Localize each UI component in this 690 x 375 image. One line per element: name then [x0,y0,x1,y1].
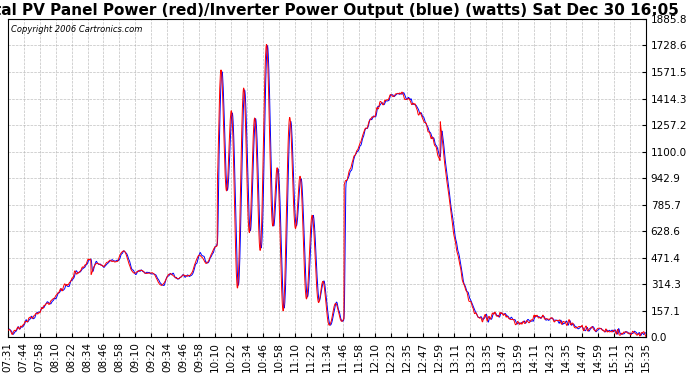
Title: Total PV Panel Power (red)/Inverter Power Output (blue) (watts) Sat Dec 30 16:05: Total PV Panel Power (red)/Inverter Powe… [0,3,679,18]
Text: Copyright 2006 Cartronics.com: Copyright 2006 Cartronics.com [11,25,142,34]
